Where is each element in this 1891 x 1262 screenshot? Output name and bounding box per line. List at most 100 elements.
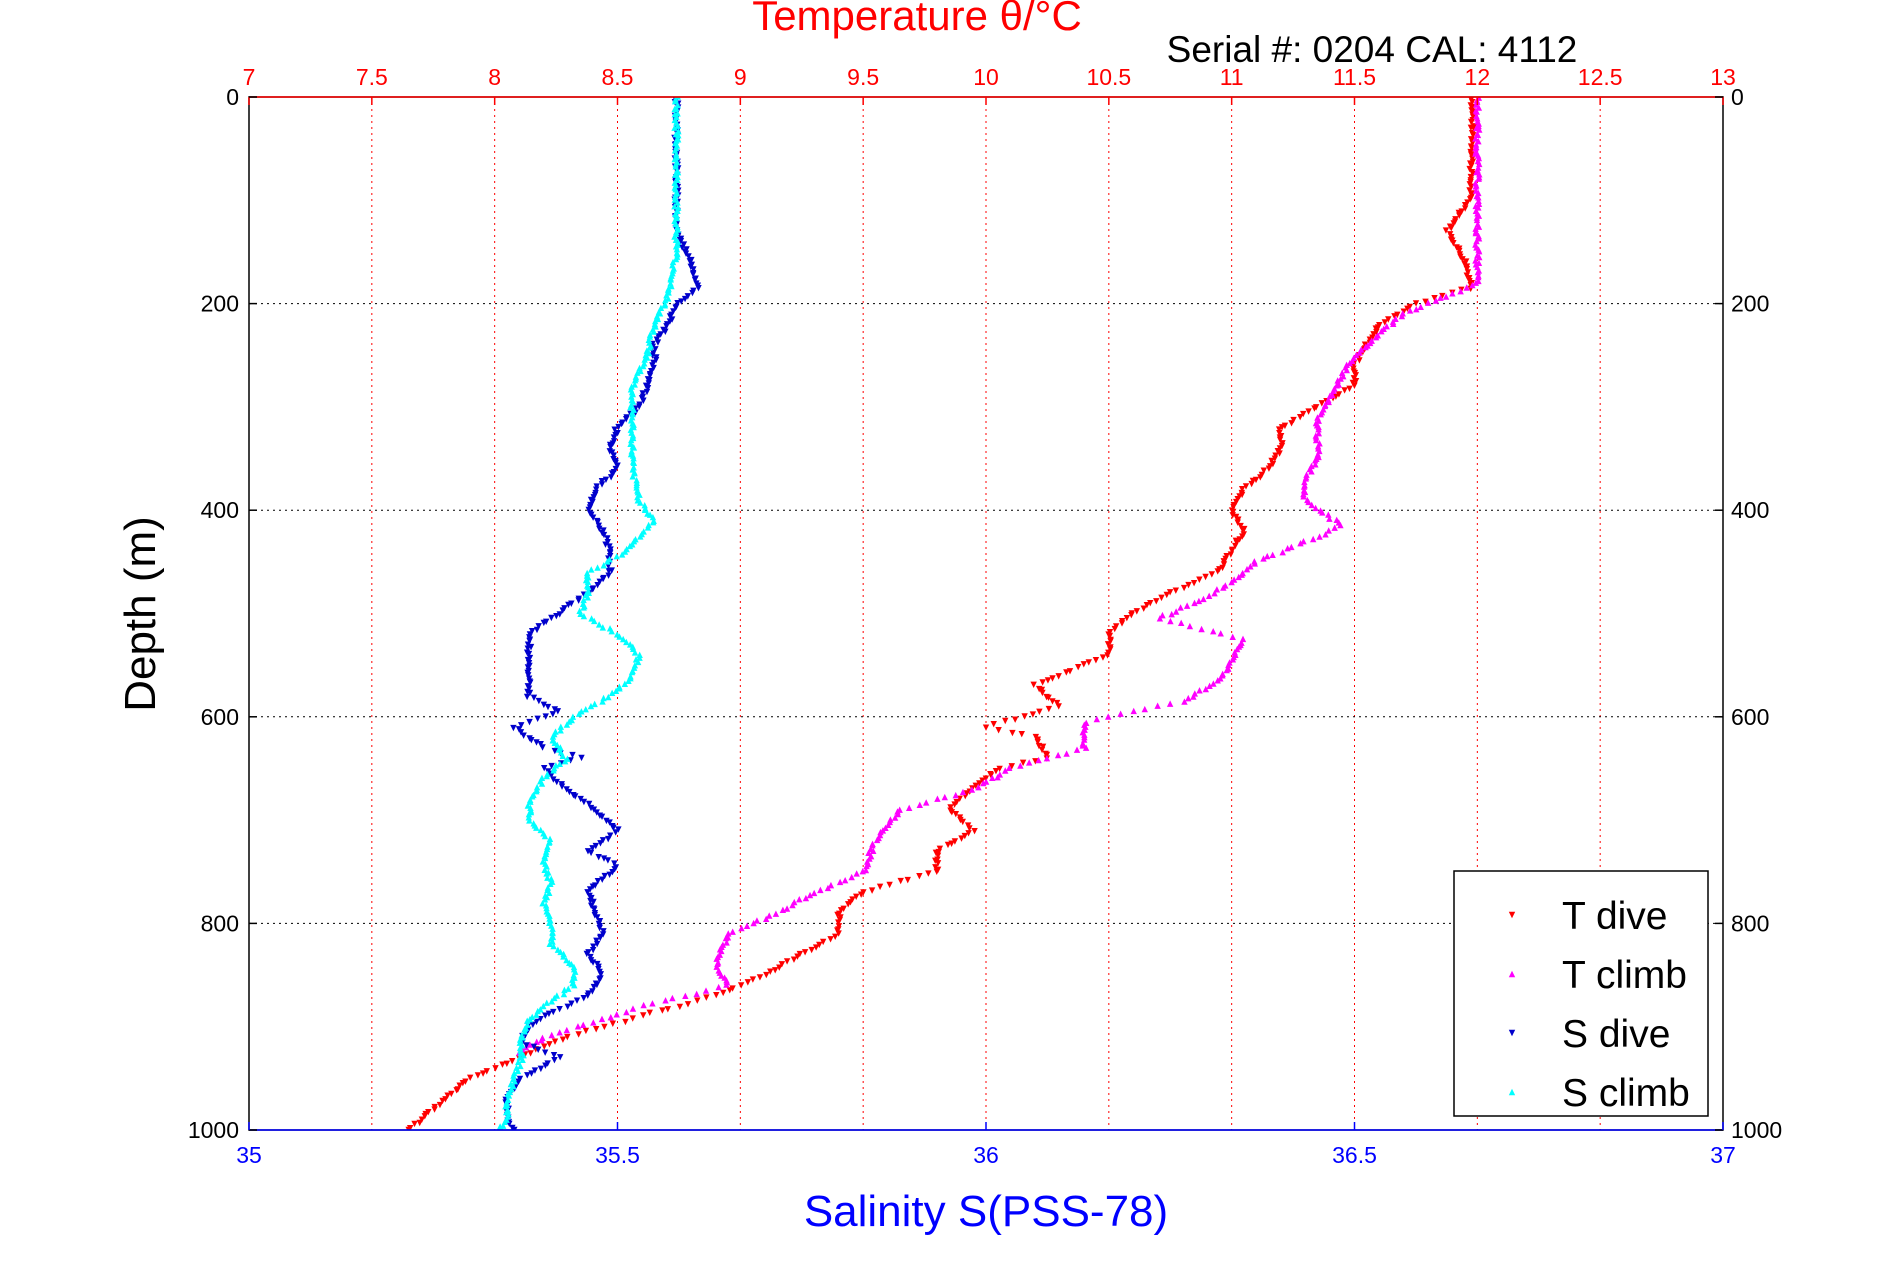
scatter-point: [1038, 746, 1046, 754]
scatter-point: [459, 1080, 467, 1087]
scatter-point: [636, 403, 643, 410]
scatter-point: [1030, 681, 1037, 689]
scatter-point: [1475, 223, 1483, 230]
scatter-point: [631, 649, 639, 656]
scatter-point: [1185, 694, 1192, 702]
scatter-point: [1472, 225, 1479, 232]
scatter-point: [593, 981, 601, 989]
scatter-point: [1475, 273, 1482, 281]
scatter-point: [1044, 677, 1052, 684]
scatter-point: [1508, 970, 1516, 978]
legend-label: S climb: [1562, 1072, 1690, 1115]
scatter-point: [479, 1070, 487, 1077]
scatter-point: [539, 900, 546, 907]
scatter-point: [968, 786, 976, 793]
scatter-point: [603, 817, 610, 825]
scatter-point: [1288, 420, 1295, 427]
scatter-point: [1448, 225, 1455, 232]
bottom-tick-label: 35: [236, 1142, 262, 1168]
scatter-point: [1032, 758, 1039, 765]
scatter-point: [598, 813, 606, 821]
scatter-point: [1006, 764, 1013, 771]
scatter-point: [702, 987, 710, 994]
scatter-point: [1002, 717, 1009, 725]
scatter-point: [1166, 589, 1174, 596]
scatter-point: [1206, 682, 1213, 690]
scatter-point: [675, 132, 682, 139]
scatter-point: [628, 436, 635, 444]
scatter-point: [1232, 542, 1239, 550]
scatter-point: [593, 809, 600, 816]
scatter-point: [612, 687, 620, 694]
scatter-point: [533, 1038, 540, 1045]
scatter-point: [1243, 565, 1251, 573]
scatter-point: [669, 994, 676, 1002]
scatter-point: [1034, 738, 1041, 746]
scatter-point: [1214, 568, 1221, 575]
scatter-point: [1473, 168, 1480, 176]
scatter-point: [1237, 522, 1244, 530]
scatter-point: [580, 798, 588, 806]
scatter-point: [834, 911, 841, 919]
scatter-point: [592, 842, 600, 850]
scatter-point: [1214, 677, 1221, 684]
scatter-point: [618, 551, 626, 558]
scatter-point: [1043, 754, 1051, 762]
scatter-point: [947, 804, 954, 811]
scatter-point: [636, 499, 644, 506]
scatter-point: [593, 940, 601, 948]
scatter-point: [673, 245, 681, 253]
scatter-point: [951, 838, 959, 845]
scatter-point: [1228, 547, 1236, 555]
scatter-point: [542, 713, 549, 720]
scatter-point: [535, 623, 542, 630]
scatter-point: [1045, 694, 1052, 701]
scatter-point: [674, 300, 681, 307]
scatter-point: [1045, 705, 1053, 713]
scatter-point: [934, 860, 942, 867]
scatter-point: [1311, 457, 1319, 464]
scatter-point: [544, 703, 552, 711]
scatter-point: [916, 801, 924, 808]
scatter-point: [1082, 744, 1090, 751]
scatter-point: [599, 624, 607, 631]
scatter-point: [1472, 135, 1479, 142]
y-tick-label-left: 800: [201, 910, 239, 936]
scatter-point: [514, 1058, 522, 1066]
scatter-point: [1251, 560, 1259, 567]
scatter-point: [548, 772, 555, 779]
scatter-point: [546, 940, 553, 947]
scatter-point: [743, 922, 751, 929]
scatter-point: [1191, 599, 1198, 607]
scatter-point: [1431, 294, 1438, 302]
scatter-point: [1017, 762, 1024, 769]
scatter-point: [572, 793, 579, 800]
scatter-point: [1073, 746, 1081, 753]
scatter-point: [772, 910, 780, 917]
scatter-point: [1177, 619, 1185, 627]
scatter-point: [1229, 633, 1236, 640]
scatter-point: [1213, 586, 1221, 593]
scatter-point: [630, 444, 638, 451]
scatter-point: [546, 889, 553, 896]
scatter-point: [972, 782, 979, 790]
scatter-point: [922, 799, 930, 806]
scatter-point: [663, 323, 670, 330]
scatter-point: [1228, 578, 1235, 586]
scatter-point: [1476, 171, 1483, 178]
scatter-point: [905, 804, 913, 811]
scatter-point: [529, 1021, 537, 1029]
bottom-tick-label: 36.5: [1332, 1142, 1377, 1168]
scatter-point: [925, 870, 932, 877]
scatter-point: [1296, 414, 1304, 421]
scatter-point: [1268, 457, 1275, 465]
scatter-point: [542, 902, 550, 909]
scatter-point: [1315, 429, 1323, 437]
scatter-point: [1315, 425, 1322, 433]
legend-box: [1453, 870, 1709, 1117]
scatter-point: [511, 1126, 518, 1130]
scatter-point: [837, 907, 845, 914]
scatter-point: [1156, 615, 1164, 622]
scatter-point: [1247, 563, 1254, 570]
